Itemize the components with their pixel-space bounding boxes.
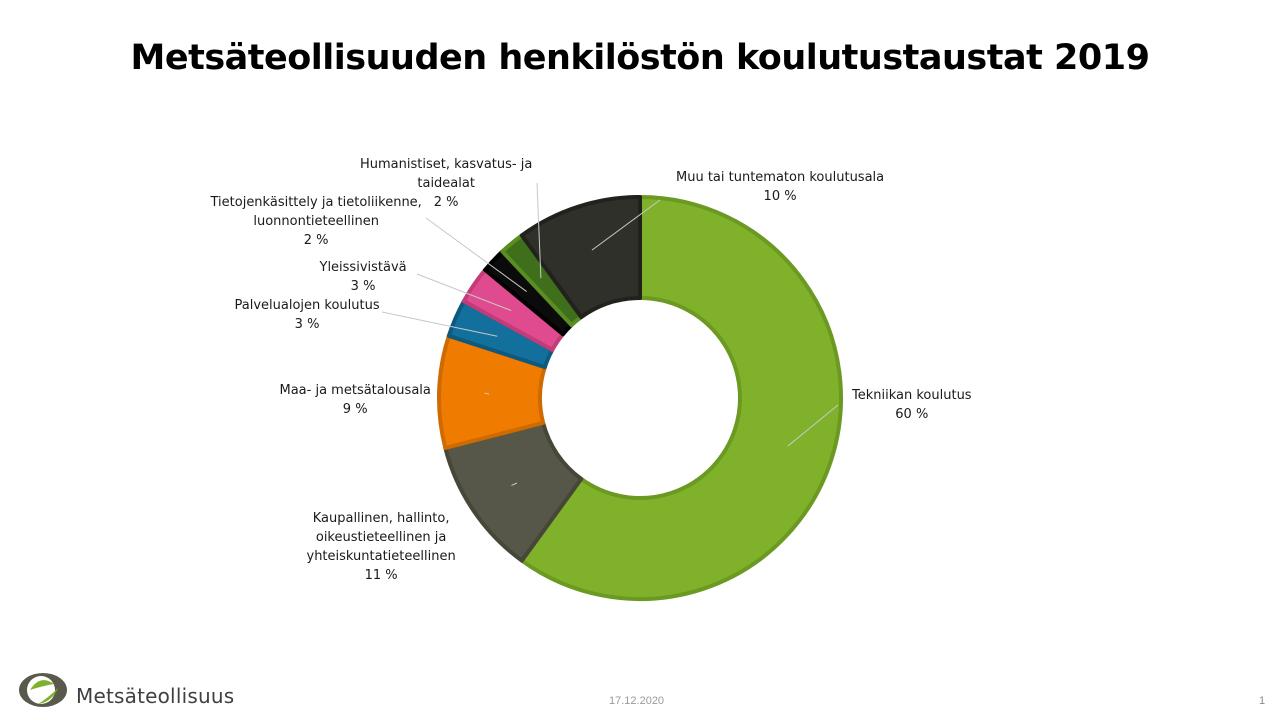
slice-label: Humanistiset, kasvatus- ja taidealat 2 % [360, 155, 532, 212]
slice-category-label: Maa- ja metsätalousala [279, 383, 431, 398]
leader-line [511, 482, 518, 486]
leader-line [425, 217, 527, 292]
leader-line [484, 392, 490, 395]
slice-value-label: 9 % [342, 402, 368, 417]
slice-label: Tietojenkäsittely ja tietoliikenne, luonn… [211, 193, 422, 250]
slice-value-label: 3 % [294, 317, 320, 332]
slice-label: Yleissivistävä 3 % [320, 258, 407, 296]
slice-category-label: Muu tai tuntematon koulutusala [676, 170, 885, 185]
slice-category-label: Yleissivistävä [319, 260, 407, 275]
leader-line [591, 199, 661, 251]
footer-date: 17.12.2020 [609, 695, 665, 707]
metsateollisuus-logo-icon [19, 673, 67, 707]
slice-label: Kaupallinen, hallinto, oikeustieteellinen… [307, 509, 456, 585]
slice-value-label: 2 % [433, 195, 459, 210]
logo-text: Metsäteollisuus [76, 684, 235, 708]
slice-label: Palvelualojen koulutus 3 % [235, 296, 380, 334]
page-number: 1 [1259, 695, 1266, 707]
chart-title: Metsäteollisuuden henkilöstön koulutusta… [130, 38, 1150, 78]
slice-category-label: Palvelualojen koulutus [234, 298, 380, 313]
slice-category-label: luonnontieteellinen [253, 214, 379, 229]
slice-value-label: 60 % [895, 407, 929, 422]
slice-category-label: Tietojenkäsittely ja tietoliikenne, [210, 195, 422, 210]
slice-value-label: 10 % [763, 189, 797, 204]
slice-value-label: 3 % [350, 279, 376, 294]
leader-line [381, 311, 498, 337]
slice-label: Maa- ja metsätalousala 9 % [280, 381, 431, 419]
slice-label: Tekniikan koulutus 60 % [852, 386, 972, 424]
leader-line [416, 273, 512, 312]
slice-label: Muu tai tuntematon koulutusala 10 % [676, 168, 884, 206]
leader-line [536, 182, 542, 279]
slice-category-label: Humanistiset, kasvatus- ja [360, 157, 533, 172]
slice-category-label: Kaupallinen, hallinto, [312, 511, 450, 526]
slice-value-label: 2 % [303, 233, 329, 248]
leader-line [787, 404, 839, 447]
donut-slice [519, 195, 843, 601]
slice-value-label: 11 % [364, 568, 398, 583]
slice-category-label: taidealat [417, 176, 475, 191]
donut-slice [519, 195, 642, 320]
leader-lines [381, 182, 839, 486]
slice-category-label: yhteiskuntatieteellinen [306, 549, 456, 564]
slices-layer [437, 195, 843, 601]
slice-category-label: Tekniikan koulutus [852, 388, 972, 403]
slice-category-label: oikeustieteellinen ja [315, 530, 447, 545]
